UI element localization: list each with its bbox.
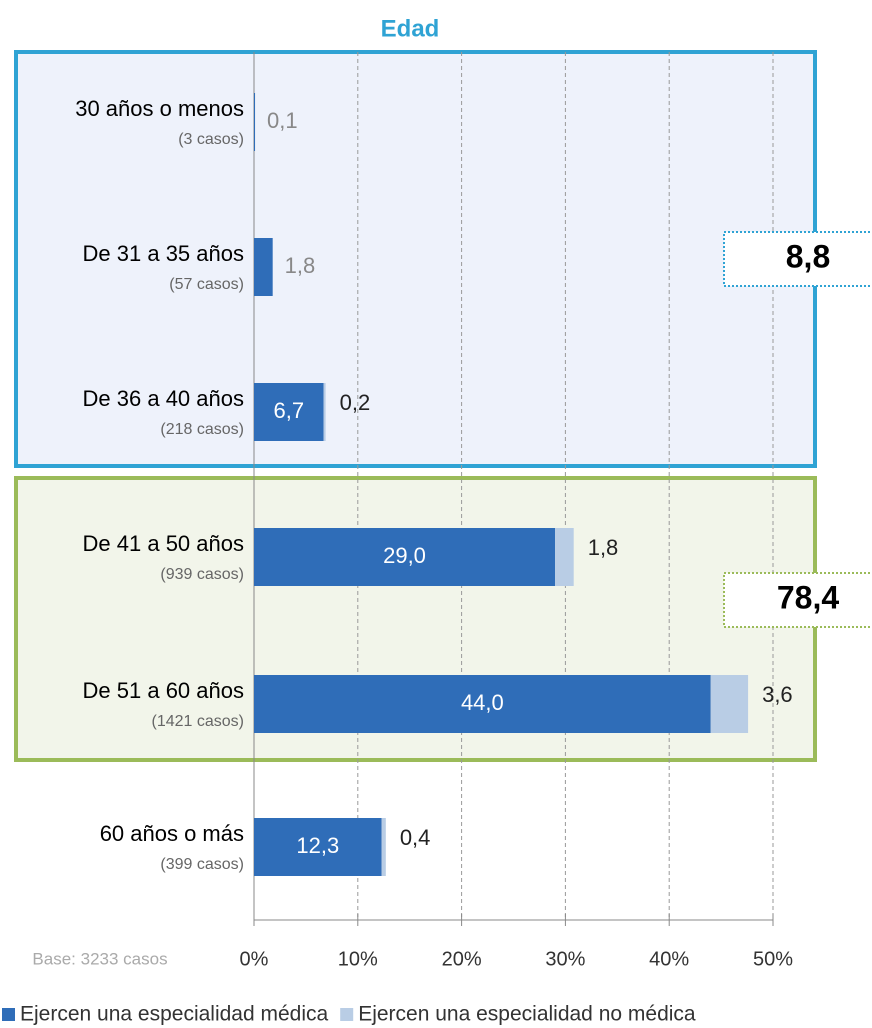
x-tick-label: 20% bbox=[442, 948, 482, 970]
category-label: De 36 a 40 años bbox=[83, 386, 244, 411]
bar bbox=[323, 383, 326, 441]
category-note: (1421 casos) bbox=[152, 713, 245, 730]
x-tick-label: 10% bbox=[338, 948, 378, 970]
group-total: 8,8 bbox=[786, 238, 830, 274]
group-box bbox=[14, 50, 817, 468]
bar bbox=[254, 818, 382, 876]
legend-swatch bbox=[2, 1008, 15, 1021]
category-label: De 51 a 60 años bbox=[83, 678, 244, 703]
legend-swatch bbox=[340, 1008, 354, 1021]
category-note: (3 casos) bbox=[178, 131, 244, 148]
category-note: (399 casos) bbox=[160, 856, 244, 873]
bar bbox=[381, 818, 386, 876]
chart-title: Edad bbox=[381, 15, 440, 42]
category-note: (57 casos) bbox=[169, 276, 244, 293]
x-tick-label: 30% bbox=[545, 948, 585, 970]
value-label: 1,8 bbox=[588, 535, 619, 560]
bar bbox=[254, 93, 256, 151]
group-total-box bbox=[723, 231, 872, 287]
x-tick-label: 0% bbox=[240, 948, 269, 970]
category-note: (939 casos) bbox=[160, 566, 244, 583]
bar bbox=[555, 528, 574, 586]
value-label: 29,0 bbox=[383, 543, 426, 568]
bar bbox=[254, 675, 711, 733]
value-label: 1,8 bbox=[285, 253, 316, 278]
category-label: 60 años o más bbox=[100, 821, 244, 846]
category-label: 30 años o menos bbox=[75, 96, 244, 121]
bar bbox=[254, 528, 556, 586]
value-label: 0,1 bbox=[267, 108, 298, 133]
value-label: 0,2 bbox=[340, 390, 371, 415]
category-note: (218 casos) bbox=[160, 421, 244, 438]
value-label: 12,3 bbox=[296, 833, 339, 858]
x-tick-label: 50% bbox=[753, 948, 793, 970]
category-label: De 41 a 50 años bbox=[83, 531, 244, 556]
base-note: Base: 3233 casos bbox=[32, 949, 167, 968]
legend-label: Ejercen una especialidad médica bbox=[20, 1003, 329, 1026]
category-label: De 31 a 35 años bbox=[83, 241, 244, 266]
bar bbox=[254, 383, 324, 441]
value-label: 44,0 bbox=[461, 690, 504, 715]
bar bbox=[710, 675, 749, 733]
x-tick-label: 40% bbox=[649, 948, 689, 970]
value-label: 3,6 bbox=[762, 682, 793, 707]
group-total-box bbox=[723, 572, 872, 628]
value-label: 0,4 bbox=[400, 825, 431, 850]
bar bbox=[254, 238, 273, 296]
group-total: 78,4 bbox=[777, 579, 839, 615]
legend-label: Ejercen una especialidad no médica bbox=[358, 1003, 696, 1026]
value-label: 6,7 bbox=[273, 398, 304, 423]
